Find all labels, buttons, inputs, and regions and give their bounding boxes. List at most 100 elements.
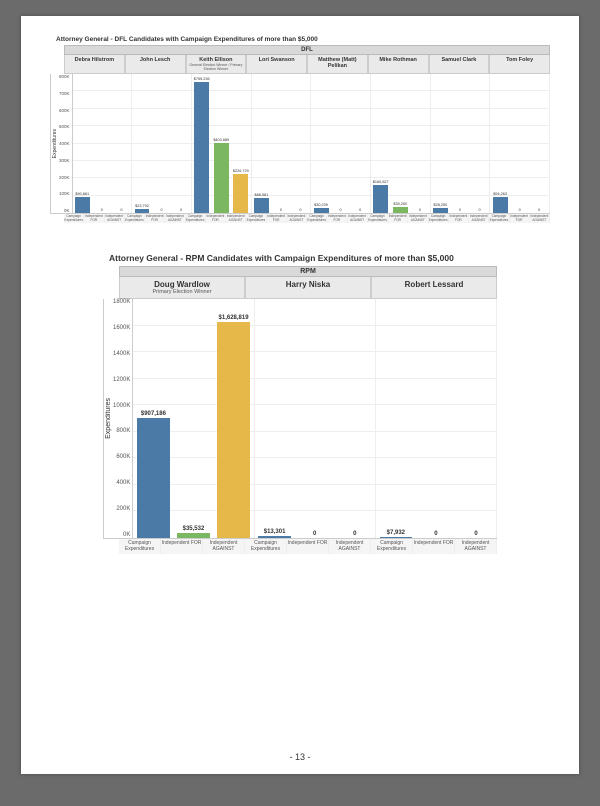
bar-slot: 0 bbox=[450, 74, 470, 213]
candidate-header: Doug WardlowPrimary Election Winner bbox=[119, 277, 245, 299]
candidate-bars: $30,23900 bbox=[311, 74, 371, 213]
bar-slot: $28,250 bbox=[431, 74, 451, 213]
bar-slot: 0 bbox=[271, 74, 291, 213]
bar-slot: 0 bbox=[410, 74, 430, 213]
y-axis-ticks: 800K700K600K500K400K300K200K100K0K bbox=[59, 74, 72, 213]
candidate-header: John Lesch bbox=[125, 55, 186, 74]
bar-slot: 0 bbox=[112, 74, 132, 213]
bar-value-label: 0 bbox=[478, 208, 480, 212]
x-tick: Independent FOR bbox=[287, 539, 329, 554]
bar bbox=[137, 418, 169, 538]
bar-value-label: 0 bbox=[434, 531, 437, 537]
candidate-bars: $13,30100 bbox=[255, 299, 376, 538]
x-tick: Independent AGAINST bbox=[203, 539, 245, 554]
bar-slot: 0 bbox=[470, 74, 490, 213]
bar-value-label: 0 bbox=[299, 208, 301, 212]
bar bbox=[214, 143, 229, 213]
x-axis-ticks: Campaign ExpendituresIndependent FORInde… bbox=[64, 214, 550, 223]
x-tick: Campaign Expenditures bbox=[246, 214, 266, 223]
bar-value-label: 0 bbox=[313, 531, 316, 537]
candidate-header: Matthew (Matt) Pelikan bbox=[307, 55, 368, 74]
x-tick: Independent AGAINST bbox=[165, 214, 185, 223]
chart-title: Attorney General - RPM Candidates with C… bbox=[109, 253, 497, 263]
candidate-header: Samuel Clark bbox=[429, 55, 490, 74]
x-tick: Independent FOR bbox=[145, 214, 165, 223]
candidate-header: Mike Rothman bbox=[368, 55, 429, 74]
y-tick: 600K bbox=[113, 454, 130, 460]
y-tick: 200K bbox=[113, 506, 130, 512]
x-tick: Campaign Expenditures bbox=[371, 539, 413, 554]
bar-slot: $226,729 bbox=[231, 74, 251, 213]
bar-area: $90,86100$23,79200$755,236$403,689$226,7… bbox=[72, 74, 550, 213]
y-tick: 500K bbox=[59, 124, 70, 129]
candidate-bars: $160,627$35,2600 bbox=[371, 74, 431, 213]
x-tick: Campaign Expenditures bbox=[368, 214, 388, 223]
y-tick: 100K bbox=[59, 191, 70, 196]
bar bbox=[314, 208, 329, 213]
x-tick: Independent FOR bbox=[510, 214, 530, 223]
bar-value-label: $94,263 bbox=[493, 192, 507, 196]
bar-value-label: $403,689 bbox=[213, 138, 229, 142]
bar-area: $907,186 $35,532 $1,628,819 $13,301 0 0 $7,932… bbox=[132, 299, 497, 538]
x-tick: Independent FOR bbox=[161, 539, 203, 554]
bar-value-label: 0 bbox=[180, 208, 182, 212]
x-tick: Independent FOR bbox=[84, 214, 104, 223]
party-header: RPM bbox=[119, 266, 497, 277]
bar-value-label: $88,581 bbox=[254, 193, 268, 197]
bar-slot: 0 bbox=[416, 299, 456, 538]
y-tick: 800K bbox=[113, 428, 130, 434]
bar-slot: 0 bbox=[171, 74, 191, 213]
bar-slot: 0 bbox=[456, 299, 496, 538]
x-tick: Independent AGAINST bbox=[469, 214, 489, 223]
x-tick: Independent FOR bbox=[267, 214, 287, 223]
x-tick: Independent FOR bbox=[327, 214, 347, 223]
candidate-header: Keith EllisonGeneral Election Winner / P… bbox=[186, 55, 247, 74]
y-tick: 1600K bbox=[113, 325, 130, 331]
candidate-header: Tom Foley bbox=[489, 55, 550, 74]
bar-slot: $403,689 bbox=[211, 74, 231, 213]
y-tick: 300K bbox=[59, 158, 70, 163]
bar bbox=[380, 537, 412, 538]
x-tick: Independent AGAINST bbox=[105, 214, 125, 223]
bar-value-label: $28,250 bbox=[434, 203, 448, 207]
document-page: Attorney General - DFL Candidates with C… bbox=[21, 16, 579, 774]
bar-slot: $94,263 bbox=[490, 74, 510, 213]
bar-value-label: $23,792 bbox=[135, 204, 149, 208]
bar-slot: $35,260 bbox=[391, 74, 411, 213]
candidate-bars: $94,26300 bbox=[490, 74, 550, 213]
bar-value-label: 0 bbox=[280, 208, 282, 212]
y-tick: 600K bbox=[59, 108, 70, 113]
candidate-bars: $28,250 0 0 bbox=[431, 74, 491, 213]
bar-slot: 0 bbox=[529, 74, 549, 213]
x-tick: Independent AGAINST bbox=[408, 214, 428, 223]
bar-value-label: $7,932 bbox=[387, 530, 405, 536]
bar-slot: $907,186 bbox=[133, 299, 173, 538]
candidate-bars: $907,186 $35,532 $1,628,819 bbox=[133, 299, 254, 538]
y-tick: 400K bbox=[59, 141, 70, 146]
y-tick: 1200K bbox=[113, 377, 130, 383]
candidate-bars: $23,79200 bbox=[132, 74, 192, 213]
bar bbox=[75, 197, 90, 213]
bar-slot: $7,932 bbox=[376, 299, 416, 538]
bar-slot: $13,301 bbox=[255, 299, 295, 538]
x-tick: Independent AGAINST bbox=[226, 214, 246, 223]
candidate-bars: $88,581 0 0 bbox=[252, 74, 312, 213]
x-tick: Independent FOR bbox=[413, 539, 455, 554]
x-tick: Campaign Expenditures bbox=[119, 539, 161, 554]
x-tick: Campaign Expenditures bbox=[245, 539, 287, 554]
candidate-header-row: Debra HilstromJohn LeschKeith EllisonGen… bbox=[64, 55, 550, 74]
bar-value-label: 0 bbox=[459, 208, 461, 212]
bar-slot: $88,581 bbox=[252, 74, 272, 213]
chart-rpm: Attorney General - RPM Candidates with C… bbox=[103, 253, 497, 554]
winner-note: General Election Winner / Primary Electi… bbox=[187, 63, 246, 71]
bar-value-label: 0 bbox=[538, 208, 540, 212]
bar bbox=[393, 207, 408, 213]
candidate-bars: $90,86100 bbox=[73, 74, 133, 213]
candidate-header: Debra Hilstrom bbox=[64, 55, 125, 74]
x-tick: Campaign Expenditures bbox=[307, 214, 327, 223]
bar-value-label: $1,628,819 bbox=[219, 315, 249, 321]
bar-value-label: $30,239 bbox=[314, 203, 328, 207]
bar-value-label: $907,186 bbox=[141, 411, 166, 417]
bar-slot: $35,532 bbox=[173, 299, 213, 538]
x-tick: Campaign Expenditures bbox=[64, 214, 84, 223]
